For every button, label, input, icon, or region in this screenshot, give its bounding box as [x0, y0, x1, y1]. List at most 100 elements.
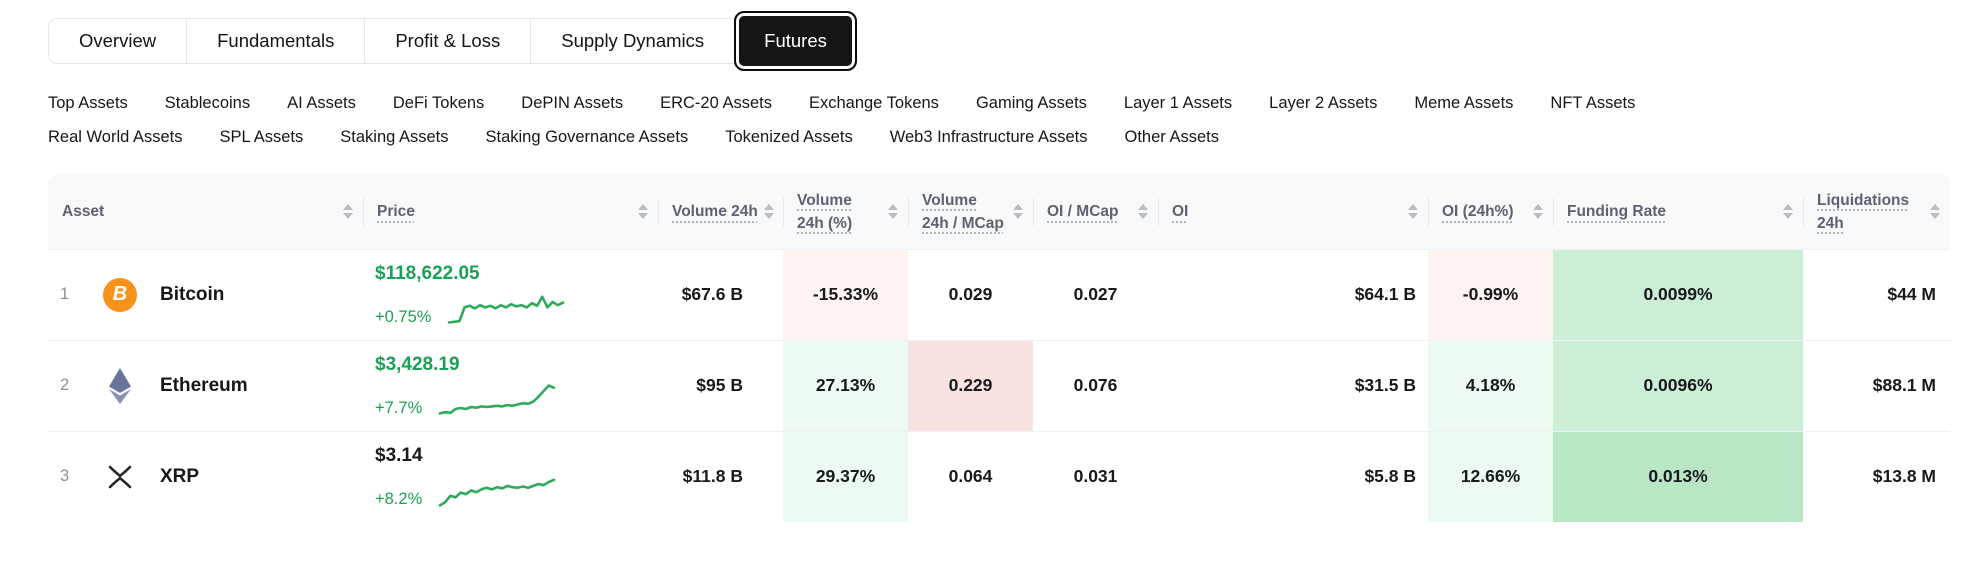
col-header-volume-24h-mcap[interactable]: Volume 24h / MCap [908, 175, 1033, 249]
cell-volume-24h-pct: -15.33% [783, 248, 908, 340]
filter-real-world-assets[interactable]: Real World Assets [48, 128, 183, 146]
asset-name[interactable]: Ethereum [160, 374, 248, 396]
cell-oi-mcap: 0.031 [1033, 430, 1158, 522]
price-value: $3.14 [375, 444, 423, 466]
filter-other-assets[interactable]: Other Assets [1124, 128, 1219, 146]
col-header-oi-24h-pct[interactable]: OI (24h%) [1428, 175, 1553, 249]
price-sparkline [448, 295, 565, 324]
cell-liquidations-24h: $44 M [1803, 248, 1950, 340]
cell-volume-24h-mcap: 0.029 [908, 248, 1033, 340]
sort-icon[interactable] [1930, 204, 1940, 220]
table-row[interactable]: 1 B Bitcoin $118,622.05 +0.75% $67.6 B [48, 248, 1950, 340]
col-header-oi-mcap[interactable]: OI / MCap [1033, 175, 1158, 249]
tab-supply-dynamics[interactable]: Supply Dynamics [530, 19, 734, 63]
filter-tokenized-assets[interactable]: Tokenized Assets [725, 128, 853, 146]
col-header-oi[interactable]: OI [1158, 175, 1428, 249]
col-header-label: Asset [62, 203, 105, 221]
xrp-icon [102, 463, 138, 491]
col-header-liquidations-24h[interactable]: Liquidations 24h [1803, 175, 1950, 249]
asset-name[interactable]: Bitcoin [160, 283, 225, 305]
cell-asset[interactable]: 2 Ethereum [48, 339, 363, 431]
cell-price: $3,428.19 +7.7% [363, 339, 658, 431]
table-row[interactable]: 3 XRP $3.14 +8.2% [48, 430, 1950, 522]
filter-depin-assets[interactable]: DePIN Assets [521, 94, 624, 112]
filter-web3-infrastructure-assets[interactable]: Web3 Infrastructure Assets [889, 128, 1088, 146]
col-header-label: Volume 24h [672, 203, 758, 221]
price-change: +7.7% [375, 398, 423, 417]
cell-volume-24h: $11.8 B [658, 430, 783, 522]
sort-icon[interactable] [1533, 204, 1543, 220]
cell-volume-24h-pct: 27.13% [783, 339, 908, 431]
cell-funding-rate: 0.0096% [1553, 339, 1803, 431]
col-header-label: Funding Rate [1567, 203, 1667, 221]
page: Overview Fundamentals Profit & Loss Supp… [0, 0, 1988, 522]
rank: 3 [60, 467, 70, 486]
filter-spl-assets[interactable]: SPL Assets [219, 128, 304, 146]
cell-oi-24h-pct: 4.18% [1428, 339, 1553, 431]
cell-liquidations-24h: $88.1 M [1803, 339, 1950, 431]
cell-asset[interactable]: 1 B Bitcoin [48, 248, 363, 340]
sort-icon[interactable] [1783, 204, 1793, 220]
col-header-volume-24h[interactable]: Volume 24h [658, 175, 783, 249]
bitcoin-icon: B [102, 277, 138, 312]
filter-defi-tokens[interactable]: DeFi Tokens [392, 94, 485, 112]
col-header-label: Price [377, 203, 415, 221]
col-header-label: Volume 24h (%) [797, 191, 853, 232]
cell-funding-rate: 0.013% [1553, 430, 1803, 522]
tab-overview[interactable]: Overview [79, 30, 157, 51]
col-header-price[interactable]: Price [363, 175, 658, 249]
cell-price: $3.14 +8.2% [363, 430, 658, 522]
col-header-funding-rate[interactable]: Funding Rate [1553, 175, 1803, 249]
filter-layer1-assets[interactable]: Layer 1 Assets [1123, 94, 1233, 112]
filter-exchange-tokens[interactable]: Exchange Tokens [808, 94, 939, 112]
col-header-asset[interactable]: Asset [48, 175, 363, 249]
rank: 2 [60, 376, 70, 394]
table-row[interactable]: 2 Ethereum $3,428.19 +7.7% [48, 339, 1950, 431]
sort-icon[interactable] [1408, 204, 1418, 220]
filter-stablecoins[interactable]: Stablecoins [164, 94, 251, 112]
ethereum-icon [102, 367, 138, 405]
col-header-label: OI [1172, 203, 1189, 221]
sort-icon[interactable] [343, 204, 353, 220]
cell-funding-rate: 0.0099% [1553, 248, 1803, 340]
cell-liquidations-24h: $13.8 M [1803, 430, 1950, 522]
filter-staking-assets[interactable]: Staking Assets [340, 128, 449, 146]
filter-erc20-assets[interactable]: ERC-20 Assets [660, 94, 772, 112]
sort-icon[interactable] [638, 204, 648, 220]
col-header-label: Volume 24h / MCap [922, 191, 1004, 232]
filter-ai-assets[interactable]: AI Assets [287, 94, 356, 112]
price-change: +8.2% [375, 489, 423, 508]
filter-meme-assets[interactable]: Meme Assets [1414, 94, 1514, 112]
tab-profit-loss[interactable]: Profit & Loss [364, 19, 530, 63]
price-value: $118,622.05 [375, 262, 480, 284]
sort-icon[interactable] [1013, 204, 1023, 220]
tab-futures[interactable]: Futures [734, 11, 857, 71]
cell-oi-24h-pct: -0.99% [1428, 248, 1553, 340]
filter-layer2-assets[interactable]: Layer 2 Assets [1269, 94, 1378, 112]
price-sparkline [438, 478, 556, 507]
asset-filters: Top Assets Stablecoins AI Assets DeFi To… [48, 94, 1988, 147]
cell-oi: $31.5 B [1158, 339, 1428, 431]
asset-name[interactable]: XRP [160, 465, 200, 487]
col-header-label: OI (24h%) [1442, 203, 1514, 221]
tab-fundamentals[interactable]: Fundamentals [186, 19, 364, 63]
cell-oi-24h-pct: 12.66% [1428, 430, 1553, 522]
filter-gaming-assets[interactable]: Gaming Assets [975, 94, 1087, 112]
sort-icon[interactable] [763, 204, 774, 220]
futures-table: Asset Price Volume 24h Volume 24h (%) Vo… [48, 175, 1988, 522]
col-header-volume-24h-pct[interactable]: Volume 24h (%) [783, 175, 908, 249]
cell-volume-24h-mcap: 0.229 [908, 339, 1033, 431]
filter-top-assets[interactable]: Top Assets [48, 94, 128, 112]
filter-row-2: Real World Assets SPL Assets Staking Ass… [48, 128, 1988, 147]
cell-volume-24h: $95 B [658, 339, 783, 431]
cell-price: $118,622.05 +0.75% [363, 248, 658, 340]
rank: 1 [60, 285, 70, 303]
sort-icon[interactable] [1138, 204, 1148, 220]
filter-staking-governance-assets[interactable]: Staking Governance Assets [485, 128, 689, 146]
price-change: +0.75% [375, 307, 432, 326]
sort-icon[interactable] [888, 204, 898, 220]
cell-asset[interactable]: 3 XRP [48, 430, 363, 522]
filter-nft-assets[interactable]: NFT Assets [1550, 94, 1636, 112]
price-value: $3,428.19 [375, 353, 460, 375]
price-sparkline [438, 383, 556, 415]
